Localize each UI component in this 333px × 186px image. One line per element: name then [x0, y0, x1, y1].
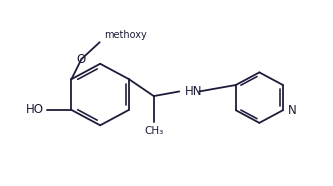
Text: N: N: [288, 104, 297, 117]
Text: CH₃: CH₃: [144, 126, 164, 136]
Text: O: O: [77, 53, 86, 66]
Text: methoxy: methoxy: [105, 30, 148, 40]
Text: HO: HO: [26, 103, 44, 116]
Text: HN: HN: [185, 85, 203, 98]
